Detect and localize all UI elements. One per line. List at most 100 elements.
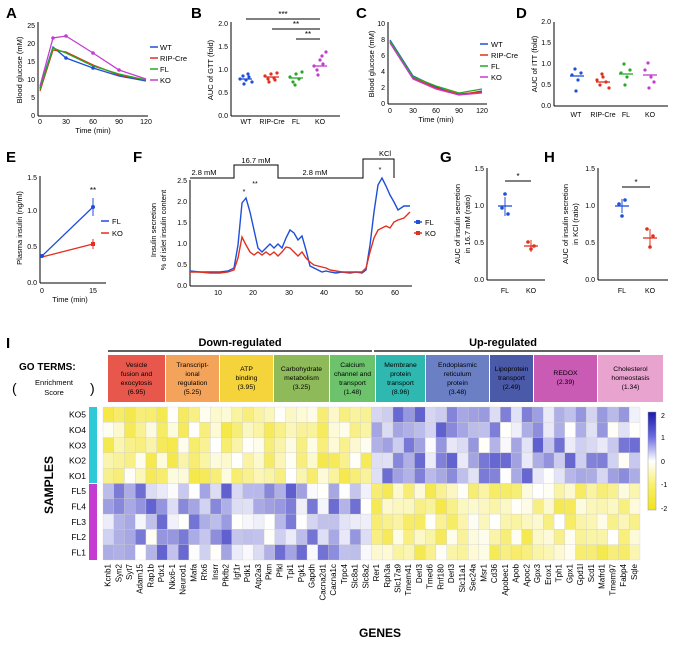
heatmap-cell	[446, 498, 458, 515]
heatmap-cell	[629, 498, 641, 515]
heatmap-cell	[629, 468, 641, 484]
heatmap-cell	[360, 406, 372, 423]
a-series-fl	[39, 47, 147, 90]
sample-label: KO4	[69, 425, 86, 435]
heatmap-cell	[478, 406, 490, 423]
go-term-text: (5.25)	[184, 389, 202, 396]
e-sig: **	[90, 186, 96, 195]
heatmap-cell	[263, 513, 275, 530]
c-ytick: 0	[381, 101, 385, 108]
heatmap-cell	[360, 529, 372, 545]
heatmap-cell	[586, 406, 598, 423]
f-ytick: 0.0	[177, 283, 187, 290]
heatmap-cell	[349, 468, 361, 484]
heatmap-cell	[124, 422, 136, 438]
heatmap-cell	[500, 498, 512, 515]
heatmap-cell	[629, 452, 641, 469]
f-cond-high-glucose: 16.7 mM	[241, 156, 270, 165]
heatmap-cell	[145, 437, 157, 454]
heatmap-cell	[596, 544, 608, 561]
heatmap-cell	[510, 544, 523, 561]
go-term-text: binding	[236, 375, 258, 382]
gene-label: Rap1b	[146, 563, 155, 587]
heatmap-cell	[113, 437, 125, 454]
f-series-ko	[190, 211, 411, 274]
heatmap-cell	[553, 544, 565, 561]
c-series-ko	[389, 42, 483, 96]
heatmap-cell	[135, 406, 147, 423]
heatmap-cell	[178, 452, 190, 469]
go-term-text: REDOX	[553, 370, 578, 377]
heatmap-cell	[521, 544, 533, 561]
heatmap-cell	[564, 483, 576, 499]
heatmap-cell	[360, 544, 372, 561]
heatmap-cell	[360, 437, 372, 454]
heatmap-cell	[414, 422, 426, 438]
heatmap-cell	[124, 529, 136, 545]
heatmap-cell	[231, 406, 243, 423]
heatmap-cell	[414, 513, 426, 530]
gene-label: Tmem41	[404, 563, 413, 595]
gene-label: Rfx6	[200, 563, 209, 580]
heatmap-cell	[124, 406, 136, 423]
c-legend-wt: WT	[491, 40, 503, 49]
go-term-text: (3.95)	[238, 384, 256, 391]
heatmap-cell	[188, 468, 200, 484]
f-legend-ko: KO	[425, 229, 436, 238]
heatmap-cell	[510, 468, 523, 484]
gene-label: Pfkfb2	[222, 563, 231, 586]
heatmap-cell	[586, 422, 598, 438]
heatmap-cell	[371, 422, 383, 438]
e-legend-fl: FL	[112, 217, 121, 226]
heatmap-cell	[564, 406, 576, 423]
heatmap-cell	[629, 483, 641, 499]
go-term-text: ional	[185, 371, 200, 378]
heatmap-cell	[210, 544, 222, 561]
heatmap-cell	[339, 483, 351, 499]
sample-label: FL4	[71, 502, 86, 512]
gene-label: Pdk1	[243, 563, 252, 582]
heatmap-cell	[210, 437, 222, 454]
panel-letter-b: B	[191, 5, 202, 22]
gene-label: Gpx1	[565, 563, 574, 583]
c-ytick: 6	[381, 53, 385, 60]
heatmap-cell	[263, 498, 275, 515]
go-term-text: (3.25)	[293, 384, 311, 391]
panel-e-plasma-insulin-chart: 0.0 0.5 1.0 1.5 0 15 Time (min) Plasma i…	[15, 175, 123, 304]
f-ytick: 2.0	[177, 199, 187, 206]
i-paren-open: (	[12, 380, 17, 396]
a-ytick: 20	[27, 41, 35, 48]
heatmap-cell	[532, 468, 544, 484]
c-xtick: 120	[476, 108, 488, 115]
heatmap-cell	[135, 468, 147, 484]
heatmap-cell	[468, 437, 480, 454]
gene-label: Pgk1	[297, 563, 306, 582]
heatmap-cell	[532, 406, 544, 423]
heatmap-cell	[328, 513, 340, 530]
heatmap-cell	[220, 529, 233, 545]
heatmap-cell	[274, 529, 286, 545]
heatmap-cell	[274, 437, 286, 454]
heatmap-cell	[457, 544, 469, 561]
f-sig: *	[379, 167, 382, 174]
heatmap-cell	[500, 513, 512, 530]
heatmap-cell	[425, 437, 437, 454]
f-series-fl	[189, 176, 410, 274]
heatmap-cell	[253, 544, 265, 561]
c-legend-fl: FL	[491, 62, 500, 71]
a-ytick: 0	[31, 113, 35, 120]
heatmap-cell	[575, 513, 587, 530]
go-term-text: Cholesterol	[613, 366, 648, 373]
heatmap-cell	[543, 468, 555, 484]
panel-letter-f: F	[133, 149, 142, 166]
heatmap-cell	[607, 498, 619, 515]
heatmap-cell	[586, 437, 598, 454]
heatmap-cell	[349, 529, 361, 545]
heatmap-cell	[489, 544, 501, 561]
go-term-text: transport	[339, 380, 366, 387]
gene-label: Slc17a9	[393, 563, 402, 592]
i-color-scale	[647, 411, 657, 511]
heatmap-cell	[607, 437, 619, 454]
heatmap-cell	[382, 544, 394, 561]
a-xtick: 0	[38, 119, 42, 126]
